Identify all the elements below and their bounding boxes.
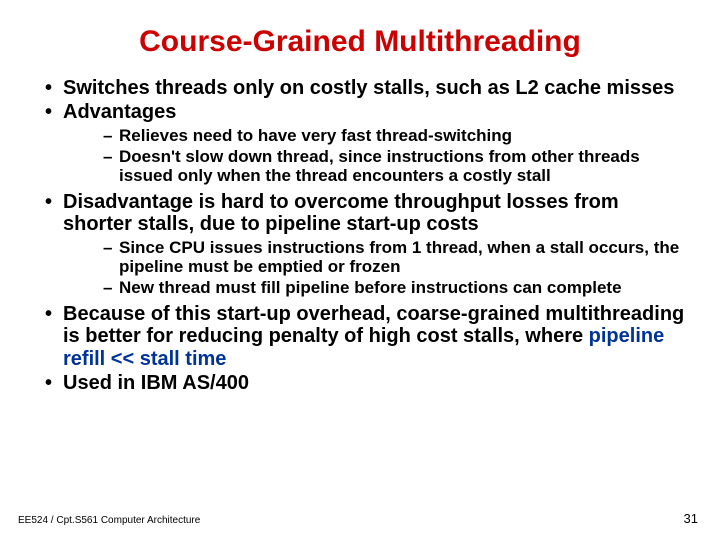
bullet-ibm: Used in IBM AS/400 [45,372,685,394]
advantages-sublist: Relieves need to have very fast thread-s… [63,126,685,185]
footer-page-number: 31 [684,511,698,526]
bullet-list: Switches threads only on costly stalls, … [35,77,685,394]
slide: Course-Grained Multithreading Switches t… [0,0,720,540]
bullet-overhead: Because of this start-up overhead, coars… [45,303,685,370]
adv-relieves: Relieves need to have very fast thread-s… [103,126,685,145]
disadvantage-sublist: Since CPU issues instructions from 1 thr… [63,238,685,297]
footer-course: EE524 / Cpt.S561 Computer Architecture [18,515,200,526]
bullet-advantages: Advantages Relieves need to have very fa… [45,101,685,184]
bullet-disadvantage-label: Disadvantage is hard to overcome through… [63,191,619,235]
adv-noslowdown: Doesn't slow down thread, since instruct… [103,147,685,185]
bullet-disadvantage: Disadvantage is hard to overcome through… [45,191,685,297]
dis-emptied: Since CPU issues instructions from 1 thr… [103,238,685,276]
dis-fillpipeline: New thread must fill pipeline before ins… [103,278,685,297]
slide-title: Course-Grained Multithreading [35,25,685,59]
bullet-advantages-label: Advantages [63,101,176,123]
bullet-switches: Switches threads only on costly stalls, … [45,77,685,99]
